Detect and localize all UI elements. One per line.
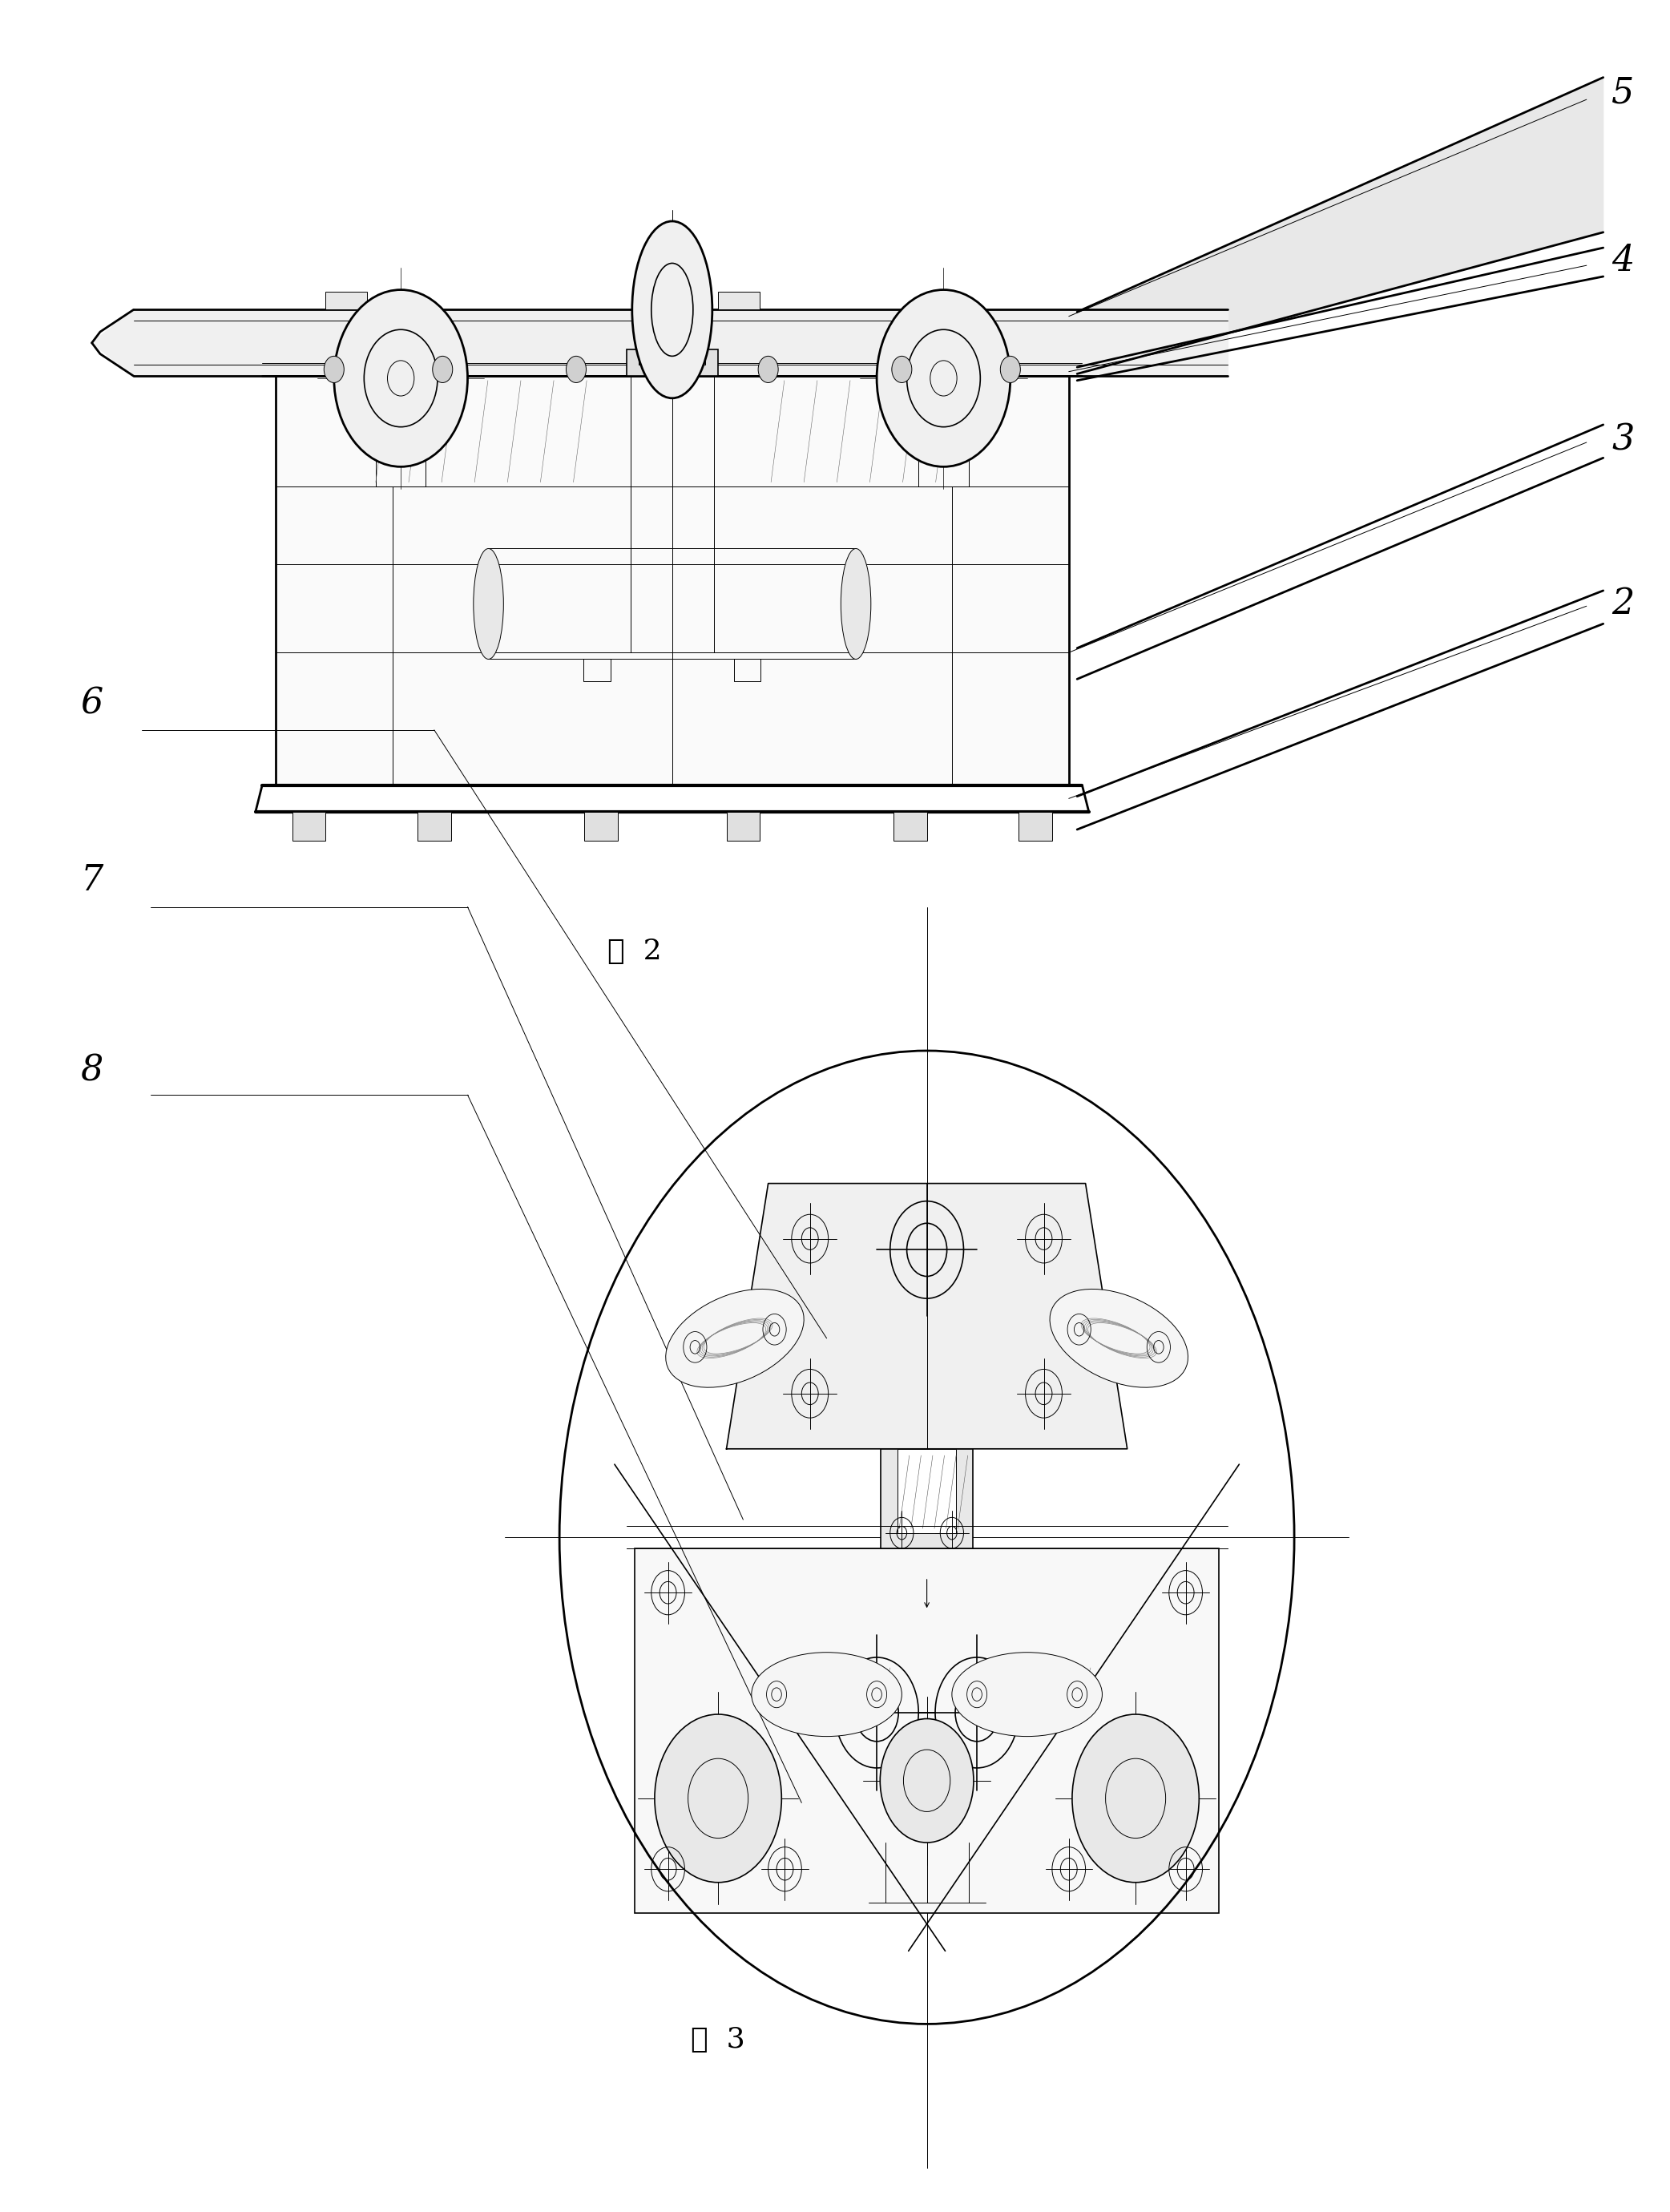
Polygon shape bbox=[134, 310, 1227, 376]
Circle shape bbox=[433, 356, 453, 383]
Polygon shape bbox=[726, 1183, 1127, 1449]
Bar bbox=[882, 1449, 974, 1555]
Circle shape bbox=[334, 290, 468, 467]
Text: 6: 6 bbox=[80, 686, 104, 721]
Bar bbox=[584, 812, 618, 841]
Bar bbox=[726, 812, 760, 841]
Circle shape bbox=[655, 1714, 782, 1882]
Text: 4: 4 bbox=[1612, 243, 1635, 279]
Circle shape bbox=[877, 290, 1010, 467]
Bar bbox=[635, 1548, 1219, 1913]
Text: 7: 7 bbox=[80, 863, 104, 898]
Ellipse shape bbox=[752, 1652, 902, 1736]
Polygon shape bbox=[1077, 77, 1603, 374]
Text: 3: 3 bbox=[1612, 422, 1635, 458]
Bar bbox=[326, 292, 367, 310]
Bar bbox=[735, 659, 762, 681]
Circle shape bbox=[880, 1719, 974, 1843]
Bar bbox=[376, 442, 426, 487]
Circle shape bbox=[1072, 1714, 1199, 1882]
Text: 图  2: 图 2 bbox=[608, 938, 661, 964]
Text: 5: 5 bbox=[1612, 75, 1635, 111]
Bar bbox=[276, 376, 1069, 785]
Ellipse shape bbox=[952, 1652, 1102, 1736]
Polygon shape bbox=[92, 310, 134, 376]
Bar bbox=[690, 338, 706, 365]
Circle shape bbox=[324, 356, 344, 383]
Circle shape bbox=[566, 356, 586, 383]
Ellipse shape bbox=[474, 549, 504, 659]
Bar bbox=[718, 292, 760, 310]
Text: 2: 2 bbox=[1612, 586, 1635, 622]
Bar bbox=[919, 442, 969, 487]
Text: 图  3: 图 3 bbox=[691, 2026, 745, 2053]
Bar bbox=[898, 1449, 955, 1533]
Text: 8: 8 bbox=[80, 1053, 104, 1088]
Ellipse shape bbox=[666, 1290, 803, 1387]
Bar bbox=[638, 338, 655, 365]
Ellipse shape bbox=[840, 549, 872, 659]
Ellipse shape bbox=[633, 221, 711, 398]
Bar bbox=[626, 349, 718, 376]
Bar bbox=[893, 812, 927, 841]
Circle shape bbox=[1000, 356, 1020, 383]
Circle shape bbox=[892, 356, 912, 383]
Bar bbox=[292, 812, 326, 841]
Bar bbox=[418, 812, 451, 841]
Ellipse shape bbox=[1050, 1290, 1187, 1387]
Bar bbox=[1019, 812, 1052, 841]
Bar bbox=[584, 659, 611, 681]
Circle shape bbox=[758, 356, 778, 383]
